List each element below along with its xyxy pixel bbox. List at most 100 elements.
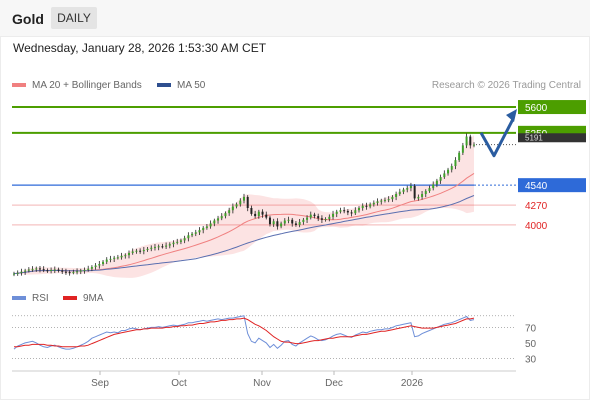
candle: [209, 220, 212, 229]
candle-body: [447, 169, 450, 174]
candle: [306, 215, 309, 223]
candle: [339, 207, 342, 214]
legend-rsi-label: RSI: [32, 293, 49, 304]
candle: [202, 226, 205, 234]
candle-body: [243, 196, 245, 201]
candle-body: [228, 210, 231, 214]
candle: [165, 242, 168, 249]
candle: [246, 195, 249, 212]
candle-body: [57, 269, 60, 271]
candle: [287, 216, 290, 224]
candle-body: [328, 216, 331, 220]
candle-body: [369, 204, 372, 207]
candle-body: [421, 194, 424, 197]
forecast-arrow-head: [506, 109, 517, 123]
candle-body: [276, 221, 279, 227]
candle: [461, 142, 464, 156]
candle: [458, 150, 461, 162]
level-label-4540: 4540: [525, 181, 548, 192]
candle: [124, 253, 127, 259]
level-label-5191: 5191: [525, 133, 543, 142]
candle: [135, 248, 138, 254]
candle-body: [116, 257, 119, 259]
axis-layer: Sep Oct Nov Dec 2026: [12, 370, 516, 389]
candle-body: [458, 152, 461, 161]
candle: [283, 218, 286, 226]
candle-body: [161, 246, 164, 248]
candle: [409, 182, 412, 192]
legend-bb-swatch: [12, 83, 26, 88]
candle: [187, 232, 190, 242]
candle-body: [435, 180, 438, 185]
x-axis-label: Sep: [91, 378, 109, 389]
candle: [157, 244, 160, 251]
candle: [317, 213, 320, 222]
candle: [432, 181, 435, 191]
candle: [50, 267, 53, 274]
rsi-tick-label: 30: [525, 354, 537, 365]
legend-rsi-ma-swatch: [63, 296, 77, 301]
candle: [153, 244, 156, 251]
candle: [383, 197, 386, 203]
ma50-line: [13, 195, 475, 275]
candle: [57, 267, 60, 273]
bollinger-band: [14, 135, 474, 278]
legend-rsi-ma-label: 9MA: [83, 293, 104, 304]
candle-body: [250, 208, 253, 214]
candle-body: [105, 259, 108, 262]
candle-body: [424, 191, 427, 194]
level-badge-5191: [518, 133, 586, 143]
candle-body: [283, 220, 286, 224]
ma20-line: [13, 172, 475, 275]
level-badge-4540: [518, 178, 586, 193]
candle: [13, 271, 15, 277]
candle-body: [306, 217, 309, 220]
candle: [139, 248, 142, 254]
candle-body: [320, 218, 323, 220]
candle: [421, 190, 424, 200]
candle-body: [128, 252, 130, 256]
candle-body: [332, 213, 335, 217]
candle: [469, 134, 472, 149]
candle-body: [365, 205, 368, 207]
candle: [24, 268, 27, 275]
candle-body: [35, 268, 38, 270]
candle-body: [194, 232, 197, 234]
candle-body: [217, 218, 220, 221]
candle: [83, 267, 86, 274]
candle: [105, 257, 108, 265]
candle-body: [335, 211, 338, 214]
candle-body: [443, 173, 446, 178]
candle: [435, 178, 438, 188]
candle-body: [387, 199, 390, 201]
candle-body: [294, 223, 297, 225]
legend-bb-label: MA 20 + Bollinger Bands: [32, 80, 142, 91]
candle: [294, 221, 297, 227]
period-button[interactable]: DAILY: [51, 7, 97, 29]
legend-ma50-label: MA 50: [177, 80, 206, 91]
candle-body: [135, 250, 138, 252]
candle: [217, 215, 220, 224]
candle: [146, 247, 149, 252]
candle: [443, 170, 446, 179]
candle: [142, 246, 145, 255]
candle: [64, 268, 67, 275]
candle: [31, 266, 34, 272]
candle: [98, 260, 101, 269]
candle-body: [46, 270, 49, 272]
candle-body: [346, 210, 349, 213]
candle-body: [68, 272, 71, 274]
candle-body: [383, 199, 386, 201]
candle: [280, 221, 283, 229]
candle: [413, 184, 416, 201]
rsi-tick-label: 50: [525, 339, 537, 350]
level-label-4270: 4270: [525, 201, 548, 212]
candle: [417, 194, 420, 201]
candle-body: [302, 219, 305, 222]
candle-body: [16, 272, 19, 274]
candle-body: [235, 204, 238, 207]
candle: [261, 209, 264, 218]
candle-body: [153, 247, 156, 249]
candle: [176, 238, 179, 245]
candle-body: [354, 210, 357, 214]
